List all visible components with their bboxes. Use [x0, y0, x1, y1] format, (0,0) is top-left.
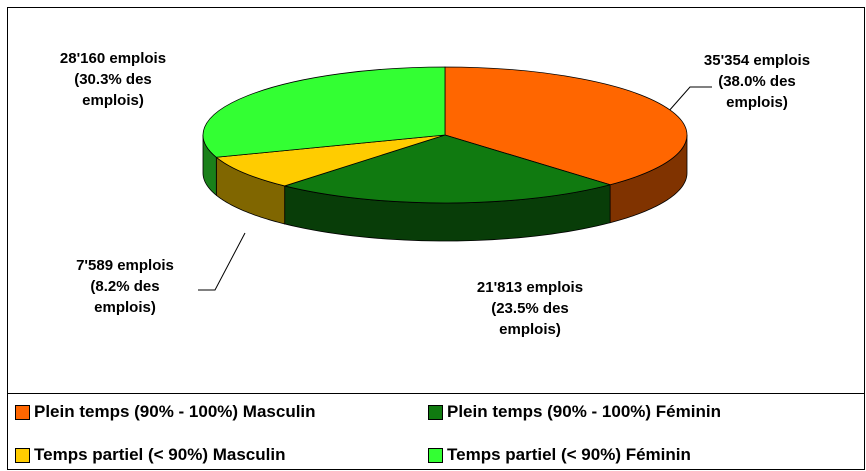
data-label: 7'589 emplois (8.2% des emplois) [76, 257, 174, 316]
legend-swatch [15, 404, 30, 420]
legend-swatch [428, 404, 443, 420]
legend-item: Plein temps (90% - 100%) Masculin [15, 402, 316, 422]
legend-box [7, 393, 865, 470]
legend-item: Temps partiel (< 90%) Masculin [15, 445, 285, 465]
pie-slice [215, 134, 446, 187]
legend-swatch [15, 447, 30, 463]
legend-label: Plein temps (90% - 100%) Féminin [447, 402, 721, 421]
legend-swatch [428, 447, 443, 463]
data-label: 21'813 emplois (23.5% des emplois) [476, 279, 584, 338]
pie-slice [202, 66, 446, 158]
data-label: 28'160 emplois (30.3% des emplois) [59, 50, 167, 109]
pie-slice [283, 134, 612, 204]
legend-item: Plein temps (90% - 100%) Féminin [428, 402, 721, 422]
leader-line [667, 86, 712, 113]
legend-item: Temps partiel (< 90%) Féminin [428, 445, 691, 465]
legend-label: Temps partiel (< 90%) Féminin [447, 445, 691, 464]
pie-slice [444, 66, 688, 186]
legend-label: Plein temps (90% - 100%) Masculin [34, 402, 316, 421]
leader-line [198, 232, 246, 291]
legend-label: Temps partiel (< 90%) Masculin [34, 445, 286, 464]
data-label: 35'354 emplois (38.0% des emplois) [703, 52, 811, 111]
